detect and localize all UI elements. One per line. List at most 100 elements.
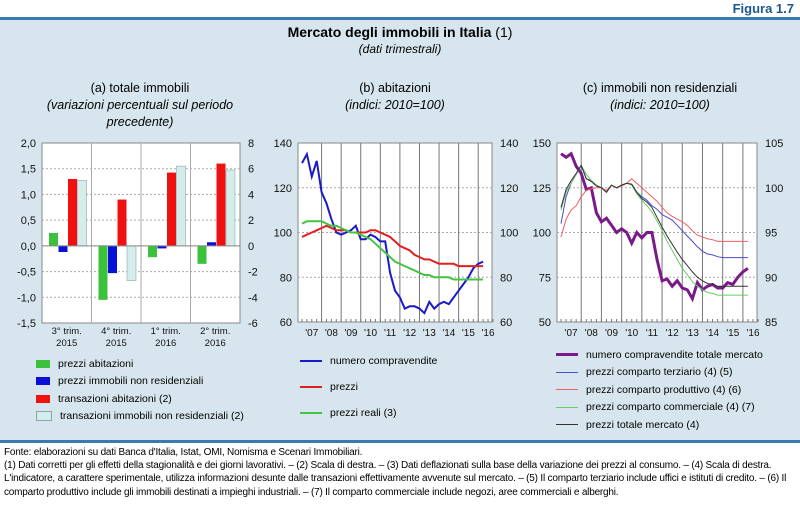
panel-c-legend: numero compravendite totale mercato prezz… xyxy=(556,346,763,434)
panel-b-y-tick-label: 60 xyxy=(280,317,292,329)
panel-c-y2-tick-label: 85 xyxy=(765,317,777,329)
panel-c-x-tick-label: '10 xyxy=(625,328,638,339)
panel-a-bar xyxy=(77,179,87,247)
panel-a-bar xyxy=(49,233,58,246)
legend-label: prezzi reali (3) xyxy=(330,407,397,419)
panel-c-y2-tick-label: 100 xyxy=(765,183,783,195)
title-note: (1) xyxy=(495,24,513,40)
panel-c-series-line xyxy=(560,164,748,296)
panel-a-bar xyxy=(58,245,68,253)
panel-a-x-tick-label: 2° trim. xyxy=(200,326,230,337)
panel-b-y2-tick-label: 60 xyxy=(500,317,512,329)
legend-label: numero compravendite totale mercato xyxy=(586,348,763,361)
panel-c-x-tick-label: '09 xyxy=(605,328,618,339)
panel-b-series-line xyxy=(301,220,484,281)
panel-a-bar xyxy=(148,245,157,258)
panel-a-bar xyxy=(68,179,77,246)
panel-a-y-tick-label: 0,0 xyxy=(21,241,36,253)
panel-b-x-tick-label: '12 xyxy=(403,328,416,339)
panel-b-x-tick-label: '09 xyxy=(344,328,357,339)
panel-b-y2-tick-label: 120 xyxy=(500,183,518,195)
panel-c-x-tick-label: '16 xyxy=(746,328,759,339)
legend-swatch xyxy=(556,353,578,357)
panel-b-series-line xyxy=(301,224,484,268)
panel-c-y-tick-label: 150 xyxy=(533,138,551,150)
panel-a-bar xyxy=(197,245,207,264)
panel-a-x-tick-year: 2016 xyxy=(205,338,226,349)
panel-a-bar xyxy=(207,242,216,246)
panel-c-x-tick-label: '07 xyxy=(565,328,578,339)
legend-label: prezzi xyxy=(330,381,359,393)
legend-label: prezzi comparto terziario (4) (5) xyxy=(586,366,733,379)
panel-c-x-tick-label: '14 xyxy=(706,328,719,339)
panel-a-subtitle: (variazioni percentuali sul periodo prec… xyxy=(46,98,234,129)
panel-c-title: (c) immobili non residenziali (indici: 20… xyxy=(540,80,780,114)
legend-swatch xyxy=(300,412,322,414)
panel-a-bar xyxy=(216,163,226,246)
legend-label: transazioni abitazioni (2) xyxy=(58,392,172,405)
panel-a-x-tick-year: 2016 xyxy=(155,338,176,349)
panel-a-x-tick-label: 4° trim. xyxy=(101,326,131,337)
source-note: Fonte: elaborazioni su dati Banca d'Ital… xyxy=(4,447,363,458)
panel-a-title: (a) totale immobili (variazioni percentua… xyxy=(20,80,260,131)
panel-a-y2-tick-label: 2 xyxy=(248,215,254,227)
legend-swatch xyxy=(300,386,322,388)
panel-a-y-tick-label: 0,5 xyxy=(21,215,36,227)
panel-a-title-text: (a) totale immobili xyxy=(90,81,190,95)
panel-a-y-tick-label: 1,0 xyxy=(21,189,36,201)
panel-a-bar xyxy=(126,245,137,281)
panel-c-y-tick-label: 75 xyxy=(539,272,551,284)
legend-label: prezzi totale mercato (4) xyxy=(586,418,700,431)
panel-b-y-tick-label: 80 xyxy=(280,272,292,284)
panel-c-y2-tick-label: 105 xyxy=(765,138,783,150)
legend-item: numero compravendite totale mercato xyxy=(556,346,763,364)
panel-c-y-tick-label: 50 xyxy=(539,317,551,329)
legend-item: prezzi xyxy=(300,374,437,400)
legend-label: prezzi comparto produttivo (4) (6) xyxy=(586,383,742,396)
panel-a-y-tick-label: -1,5 xyxy=(17,318,36,330)
panel-b-y2-tick-label: 140 xyxy=(500,138,518,150)
legend-label: prezzi abitazioni xyxy=(58,357,134,370)
panel-a-bar xyxy=(117,199,127,246)
panel-a-y2-tick-label: -6 xyxy=(248,318,258,330)
panel-b-x-tick-label: '13 xyxy=(423,328,436,339)
panel-b-y-tick-label: 140 xyxy=(274,138,292,150)
footnotes: Fonte: elaborazioni su dati Banca d'Ital… xyxy=(4,446,796,499)
panel-a-x-tick-year: 2015 xyxy=(106,338,127,349)
legend-swatch xyxy=(556,389,578,391)
legend-swatch xyxy=(556,406,578,408)
panel-a-y-tick-label: 1,5 xyxy=(21,164,36,176)
legend-item: prezzi reali (3) xyxy=(300,400,437,426)
figure-subtitle: (dati trimestrali) xyxy=(358,42,442,56)
panel-c-y-tick-label: 125 xyxy=(533,183,551,195)
panel-c-y-tick-label: 100 xyxy=(533,228,551,240)
title-text: Mercato degli immobili in Italia xyxy=(287,24,492,40)
panel-b-legend: numero compravendite prezzi prezzi reali (… xyxy=(300,348,437,426)
panel-c-series-line xyxy=(560,164,748,287)
panel-a-y2-tick-label: -4 xyxy=(248,292,258,304)
figure-label: Figura 1.7 xyxy=(732,1,794,16)
panel-b-title-text: (b) abitazioni xyxy=(359,81,431,95)
panel-a-bar xyxy=(167,172,176,246)
legend-item: transazioni immobili non residenziali (2… xyxy=(36,408,244,426)
legend-item: prezzi comparto produttivo (4) (6) xyxy=(556,381,763,399)
panel-b-x-tick-label: '08 xyxy=(325,328,338,339)
legend-item: transazioni abitazioni (2) xyxy=(36,390,244,408)
panel-a-bar xyxy=(108,245,117,274)
panel-c-x-tick-label: '08 xyxy=(585,328,598,339)
panel-b-y2-tick-label: 80 xyxy=(500,272,512,284)
panel-b-x-tick-label: '16 xyxy=(481,328,494,339)
panel-b-x-tick-label: '07 xyxy=(305,328,318,339)
legend-swatch xyxy=(556,424,578,426)
panel-a-legend: prezzi abitazioni prezzi immobili non res… xyxy=(36,355,244,425)
panel-b-subtitle: (indici: 2010=100) xyxy=(345,98,445,112)
panel-a-x-tick-label: 3° trim. xyxy=(52,326,82,337)
legend-item: prezzi comparto commerciale (4) (7) xyxy=(556,399,763,417)
panel-a-bar xyxy=(176,165,186,247)
legend-item: prezzi immobili non residenziali xyxy=(36,373,244,391)
panel-a-bar xyxy=(157,245,167,249)
panel-a-bar xyxy=(225,169,236,247)
legend-item: prezzi abitazioni xyxy=(36,355,244,373)
panel-a-y2-tick-label: -2 xyxy=(248,267,258,279)
panel-a-y-tick-label: 2,0 xyxy=(21,138,36,150)
